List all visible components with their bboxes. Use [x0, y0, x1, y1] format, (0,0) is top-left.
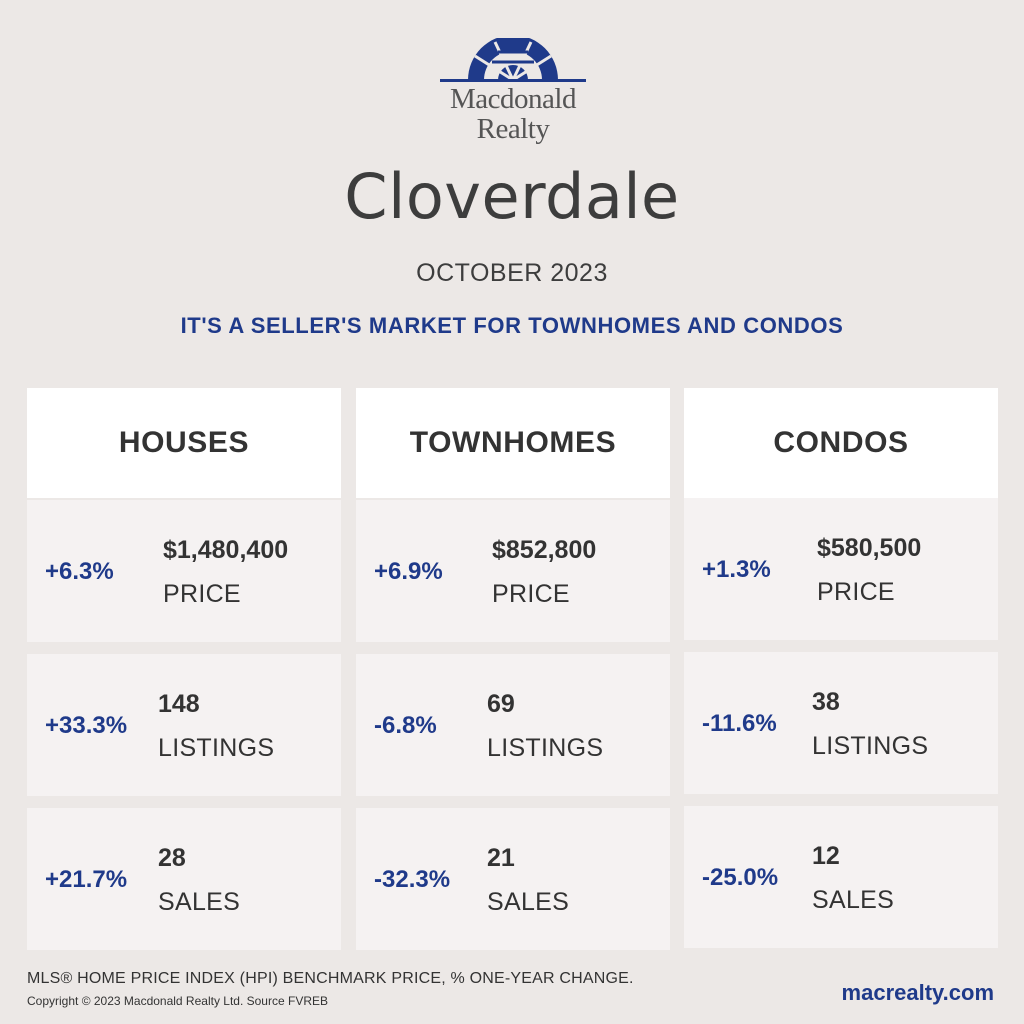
percent-change: -32.3%: [374, 866, 451, 893]
percent-change: +6.9%: [374, 558, 443, 585]
page-title: Cloverdale: [344, 160, 680, 233]
sales-card: -25.0% 12 SALES: [684, 806, 998, 948]
column-townhomes: TOWNHOMES +6.9% $852,800 PRICE -6.8% 69 …: [356, 388, 670, 950]
stat-label: PRICE: [817, 578, 895, 606]
price-card: +6.9% $852,800 PRICE: [356, 500, 670, 642]
stat-value: 38: [812, 688, 840, 716]
listings-card: -11.6% 38 LISTINGS: [684, 652, 998, 794]
stat-value: $580,500: [817, 534, 922, 562]
stat-value: $852,800: [492, 536, 597, 564]
stat-label: PRICE: [492, 580, 570, 608]
percent-change: +6.3%: [45, 558, 114, 585]
stat-value: 69: [487, 690, 515, 718]
sales-card: +21.7% 28 SALES: [27, 808, 341, 950]
brand-logo: Macdonald Realty: [440, 38, 586, 144]
stat-label: LISTINGS: [158, 734, 275, 762]
stat-label: LISTINGS: [487, 734, 604, 762]
percent-change: +1.3%: [702, 556, 771, 583]
percent-change: -6.8%: [374, 712, 437, 739]
column-condos: CONDOS +1.3% $580,500 PRICE -11.6% 38 LI…: [684, 388, 998, 948]
stat-value: 21: [487, 844, 515, 872]
price-card: +1.3% $580,500 PRICE: [684, 498, 998, 640]
footer-note: MLS® HOME PRICE INDEX (HPI) BENCHMARK PR…: [27, 970, 634, 987]
percent-change: -25.0%: [702, 864, 779, 891]
stat-label: LISTINGS: [812, 732, 929, 760]
percent-change: +21.7%: [45, 866, 128, 893]
stat-value: 12: [812, 842, 840, 870]
stat-value: 148: [158, 690, 200, 718]
listings-card: -6.8% 69 LISTINGS: [356, 654, 670, 796]
price-card: +6.3% $1,480,400 PRICE: [27, 500, 341, 642]
column-header: HOUSES: [27, 388, 341, 498]
brand-name-line2: Realty: [476, 113, 550, 145]
stat-value: 28: [158, 844, 186, 872]
report-month: OCTOBER 2023: [416, 259, 608, 287]
percent-change: -11.6%: [702, 710, 777, 737]
stat-label: SALES: [487, 888, 570, 916]
footer-copyright: Copyright © 2023 Macdonald Realty Ltd. S…: [27, 994, 328, 1008]
column-houses: HOUSES +6.3% $1,480,400 PRICE +33.3% 148…: [27, 388, 341, 950]
column-header: CONDOS: [684, 388, 998, 498]
stat-label: SALES: [812, 886, 895, 914]
compass-logo-icon: [440, 38, 586, 82]
percent-change: +33.3%: [45, 712, 128, 739]
sales-card: -32.3% 21 SALES: [356, 808, 670, 950]
brand-name-line1: Macdonald: [450, 83, 576, 115]
listings-card: +33.3% 148 LISTINGS: [27, 654, 341, 796]
market-headline: IT'S A SELLER'S MARKET FOR TOWNHOMES AND…: [180, 313, 844, 338]
column-header: TOWNHOMES: [356, 388, 670, 498]
stat-label: SALES: [158, 888, 241, 916]
website-link[interactable]: macrealty.com: [841, 980, 994, 1005]
stat-label: PRICE: [163, 580, 241, 608]
stat-value: $1,480,400: [163, 536, 289, 564]
